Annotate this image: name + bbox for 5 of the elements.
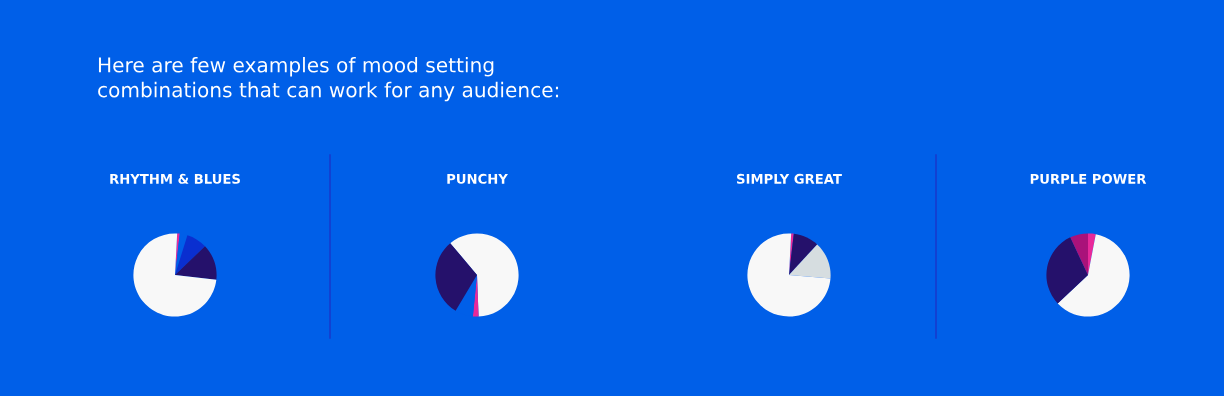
- text: Here are few examples of mood setting combinations that can work for any audience:: [98, 57, 559, 102]
- chart-title: PUNCHY: [447, 173, 508, 184]
- chart-title: PURPLE POWER: [1030, 173, 1147, 184]
- chart-title: SIMPLY GREAT: [737, 173, 842, 184]
- chart-title: RHYTHM & BLUES: [110, 173, 240, 184]
